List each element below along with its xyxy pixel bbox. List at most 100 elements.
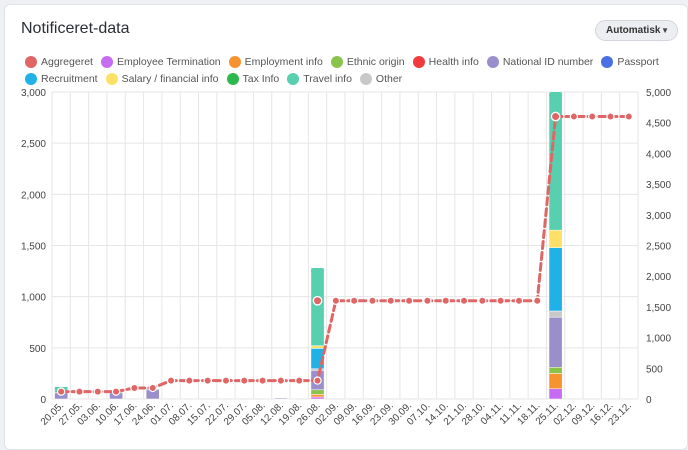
legend-swatch: [105, 73, 118, 85]
legend-item[interactable]: Aggregeret: [25, 56, 93, 68]
aggregeret-point: [386, 296, 395, 305]
bar-segment: [548, 388, 563, 400]
y-right-tick-label: 2,000: [646, 272, 671, 283]
bar-segment: [310, 396, 325, 400]
aggregeret-point: [478, 296, 487, 305]
aggregeret-highlight-point: [550, 111, 561, 122]
aggregeret-highlight-point: [312, 295, 323, 306]
legend-item[interactable]: Salary / financial info: [105, 73, 219, 85]
aggregeret-point: [276, 376, 286, 385]
legend-swatch: [412, 56, 425, 68]
aggregeret-point: [240, 376, 249, 385]
y-left-tick-label: 500: [29, 344, 46, 355]
aggregeret-point: [496, 296, 505, 305]
chart-card: Notificeret-data Automatisk ▼ Aggregeret…: [4, 4, 688, 450]
y-right-tick-label: 4,000: [646, 149, 671, 160]
bar-segment: [548, 310, 563, 318]
legend-swatch: [25, 56, 37, 68]
bar-segment: [310, 394, 325, 398]
aggregeret-point: [148, 383, 157, 393]
y-right-tick-label: 500: [646, 364, 663, 375]
y-right-tick-label: 5,000: [646, 88, 671, 99]
bar-cap: [549, 92, 563, 98]
y-right-tick-label: 1,000: [646, 334, 671, 345]
legend-swatch: [330, 56, 343, 68]
aggregeret-point: [93, 387, 102, 396]
aggregeret-point: [331, 296, 341, 305]
aggregeret-point: [313, 376, 322, 385]
bar-segment: [548, 373, 563, 390]
bar-segment: [548, 247, 563, 312]
aggregeret-point: [569, 112, 579, 121]
aggregeret-point: [258, 376, 267, 385]
aggregeret-point: [368, 296, 377, 305]
aggregeret-point: [459, 296, 469, 305]
bar-segment: [310, 267, 325, 347]
legend-label: Employment info: [244, 56, 323, 68]
y-right-tick-label: 2,500: [646, 242, 671, 253]
legend-label: Recruitment: [41, 73, 98, 85]
legend-label: Aggregeret: [41, 56, 93, 68]
legend-swatch: [359, 73, 372, 85]
bar-segment: [548, 316, 563, 368]
legend-swatch: [601, 56, 614, 68]
aggregeret-point: [624, 112, 634, 121]
aggregeret-point: [588, 112, 597, 121]
legend-item[interactable]: Other: [359, 73, 403, 85]
aggregeret-point: [404, 296, 414, 305]
y-right-tick-label: 3,000: [646, 211, 671, 222]
interval-dropdown-value: Automatisk: [606, 25, 661, 36]
legend-label: Passport: [617, 56, 659, 68]
aggregeret-point: [185, 376, 194, 385]
legend-label: Employee Termination: [116, 56, 221, 68]
legend-item[interactable]: Employee Termination: [100, 56, 221, 68]
y-left-tick-label: 3,000: [21, 88, 46, 99]
legend-item[interactable]: Travel info: [287, 73, 352, 85]
aggregeret-point: [166, 376, 176, 385]
y-left-tick-label: 1,000: [21, 293, 46, 304]
y-right-tick-label: 1,500: [646, 303, 671, 314]
y-left-tick-label: 1,500: [21, 242, 46, 253]
y-left-tick-label: 2,500: [21, 139, 46, 150]
legend-swatch: [486, 56, 499, 68]
legend-item[interactable]: Passport: [601, 56, 659, 68]
bar-cap: [310, 268, 325, 275]
aggregeret-point: [295, 376, 304, 385]
aggregeret-point: [349, 296, 359, 305]
y-left-tick-label: 2,000: [21, 190, 46, 201]
y-left-tick-label: 0: [40, 395, 46, 406]
legend-swatch: [287, 73, 300, 85]
legend-label: Other: [375, 73, 403, 85]
y-right-tick-label: 0: [646, 395, 652, 406]
legend-item[interactable]: National ID number: [486, 56, 594, 68]
legend-label: Health info: [428, 56, 479, 68]
legend-item[interactable]: Employment info: [228, 56, 323, 68]
legend-label: Tax Info: [242, 73, 280, 85]
legend-item[interactable]: Health info: [412, 56, 479, 68]
card-title: Notificeret-data: [21, 20, 130, 37]
legend-swatch: [228, 56, 241, 68]
legend-swatch: [100, 56, 113, 68]
aggregeret-point: [514, 296, 524, 305]
aggregeret-point: [423, 296, 432, 305]
legend-swatch: [226, 73, 239, 85]
legend-item[interactable]: Ethnic origin: [330, 56, 405, 68]
aggregeret-point: [130, 383, 139, 393]
bar-segment: [310, 389, 325, 395]
legend-label: National ID number: [502, 56, 594, 68]
bar-segment: [548, 229, 563, 248]
interval-dropdown[interactable]: Automatisk ▼: [595, 20, 678, 41]
legend-item[interactable]: Tax Info: [226, 73, 280, 85]
aggregeret-point: [533, 296, 542, 305]
aggregeret-point: [606, 112, 615, 121]
legend-label: Salary / financial info: [121, 73, 219, 85]
legend-item[interactable]: Recruitment: [25, 73, 98, 85]
aggregeret-point: [441, 296, 450, 305]
bar-segment: [548, 367, 563, 374]
y-right-tick-label: 3,500: [646, 180, 671, 191]
legend-label: Ethnic origin: [346, 56, 405, 68]
chevron-down-icon: ▼: [661, 26, 669, 35]
legend-swatch: [25, 73, 37, 85]
bar-segment: [274, 397, 288, 400]
